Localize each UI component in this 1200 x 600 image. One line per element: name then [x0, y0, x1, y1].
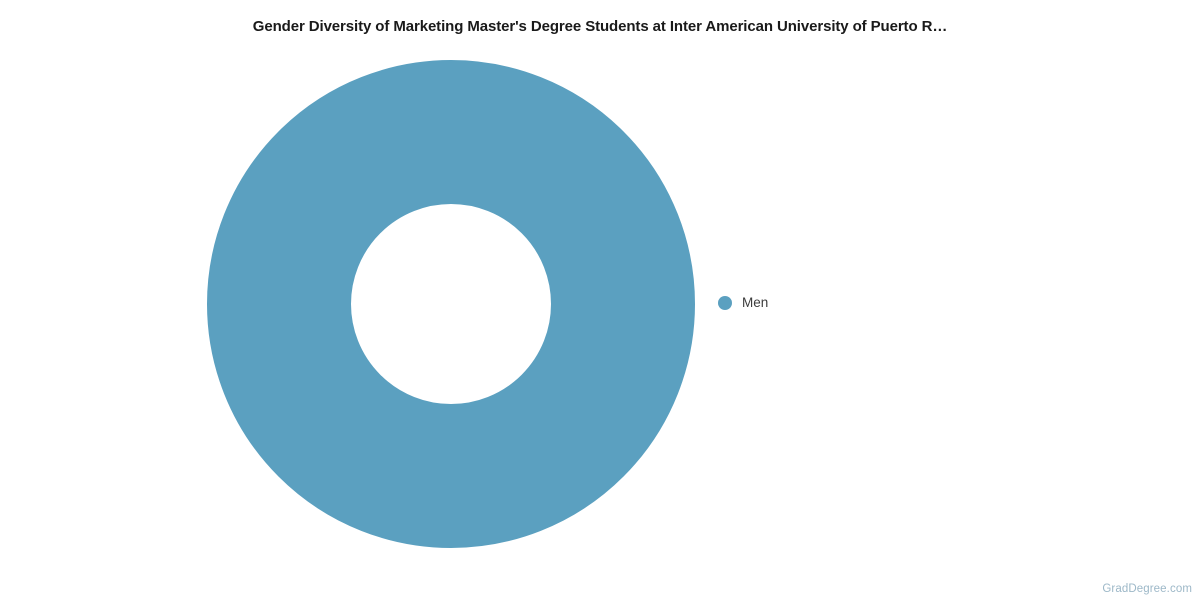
legend-item-label: Men — [742, 295, 769, 310]
legend-item-men[interactable]: Men — [718, 289, 768, 317]
donut-slice-group — [207, 60, 695, 548]
donut-slice-men[interactable] — [207, 60, 695, 548]
circle-marker-icon — [718, 296, 732, 310]
chart-legend: Men — [718, 289, 768, 317]
site-watermark: GradDegree.com — [1102, 583, 1192, 595]
chart-title: Gender Diversity of Marketing Master's D… — [252, 18, 948, 35]
